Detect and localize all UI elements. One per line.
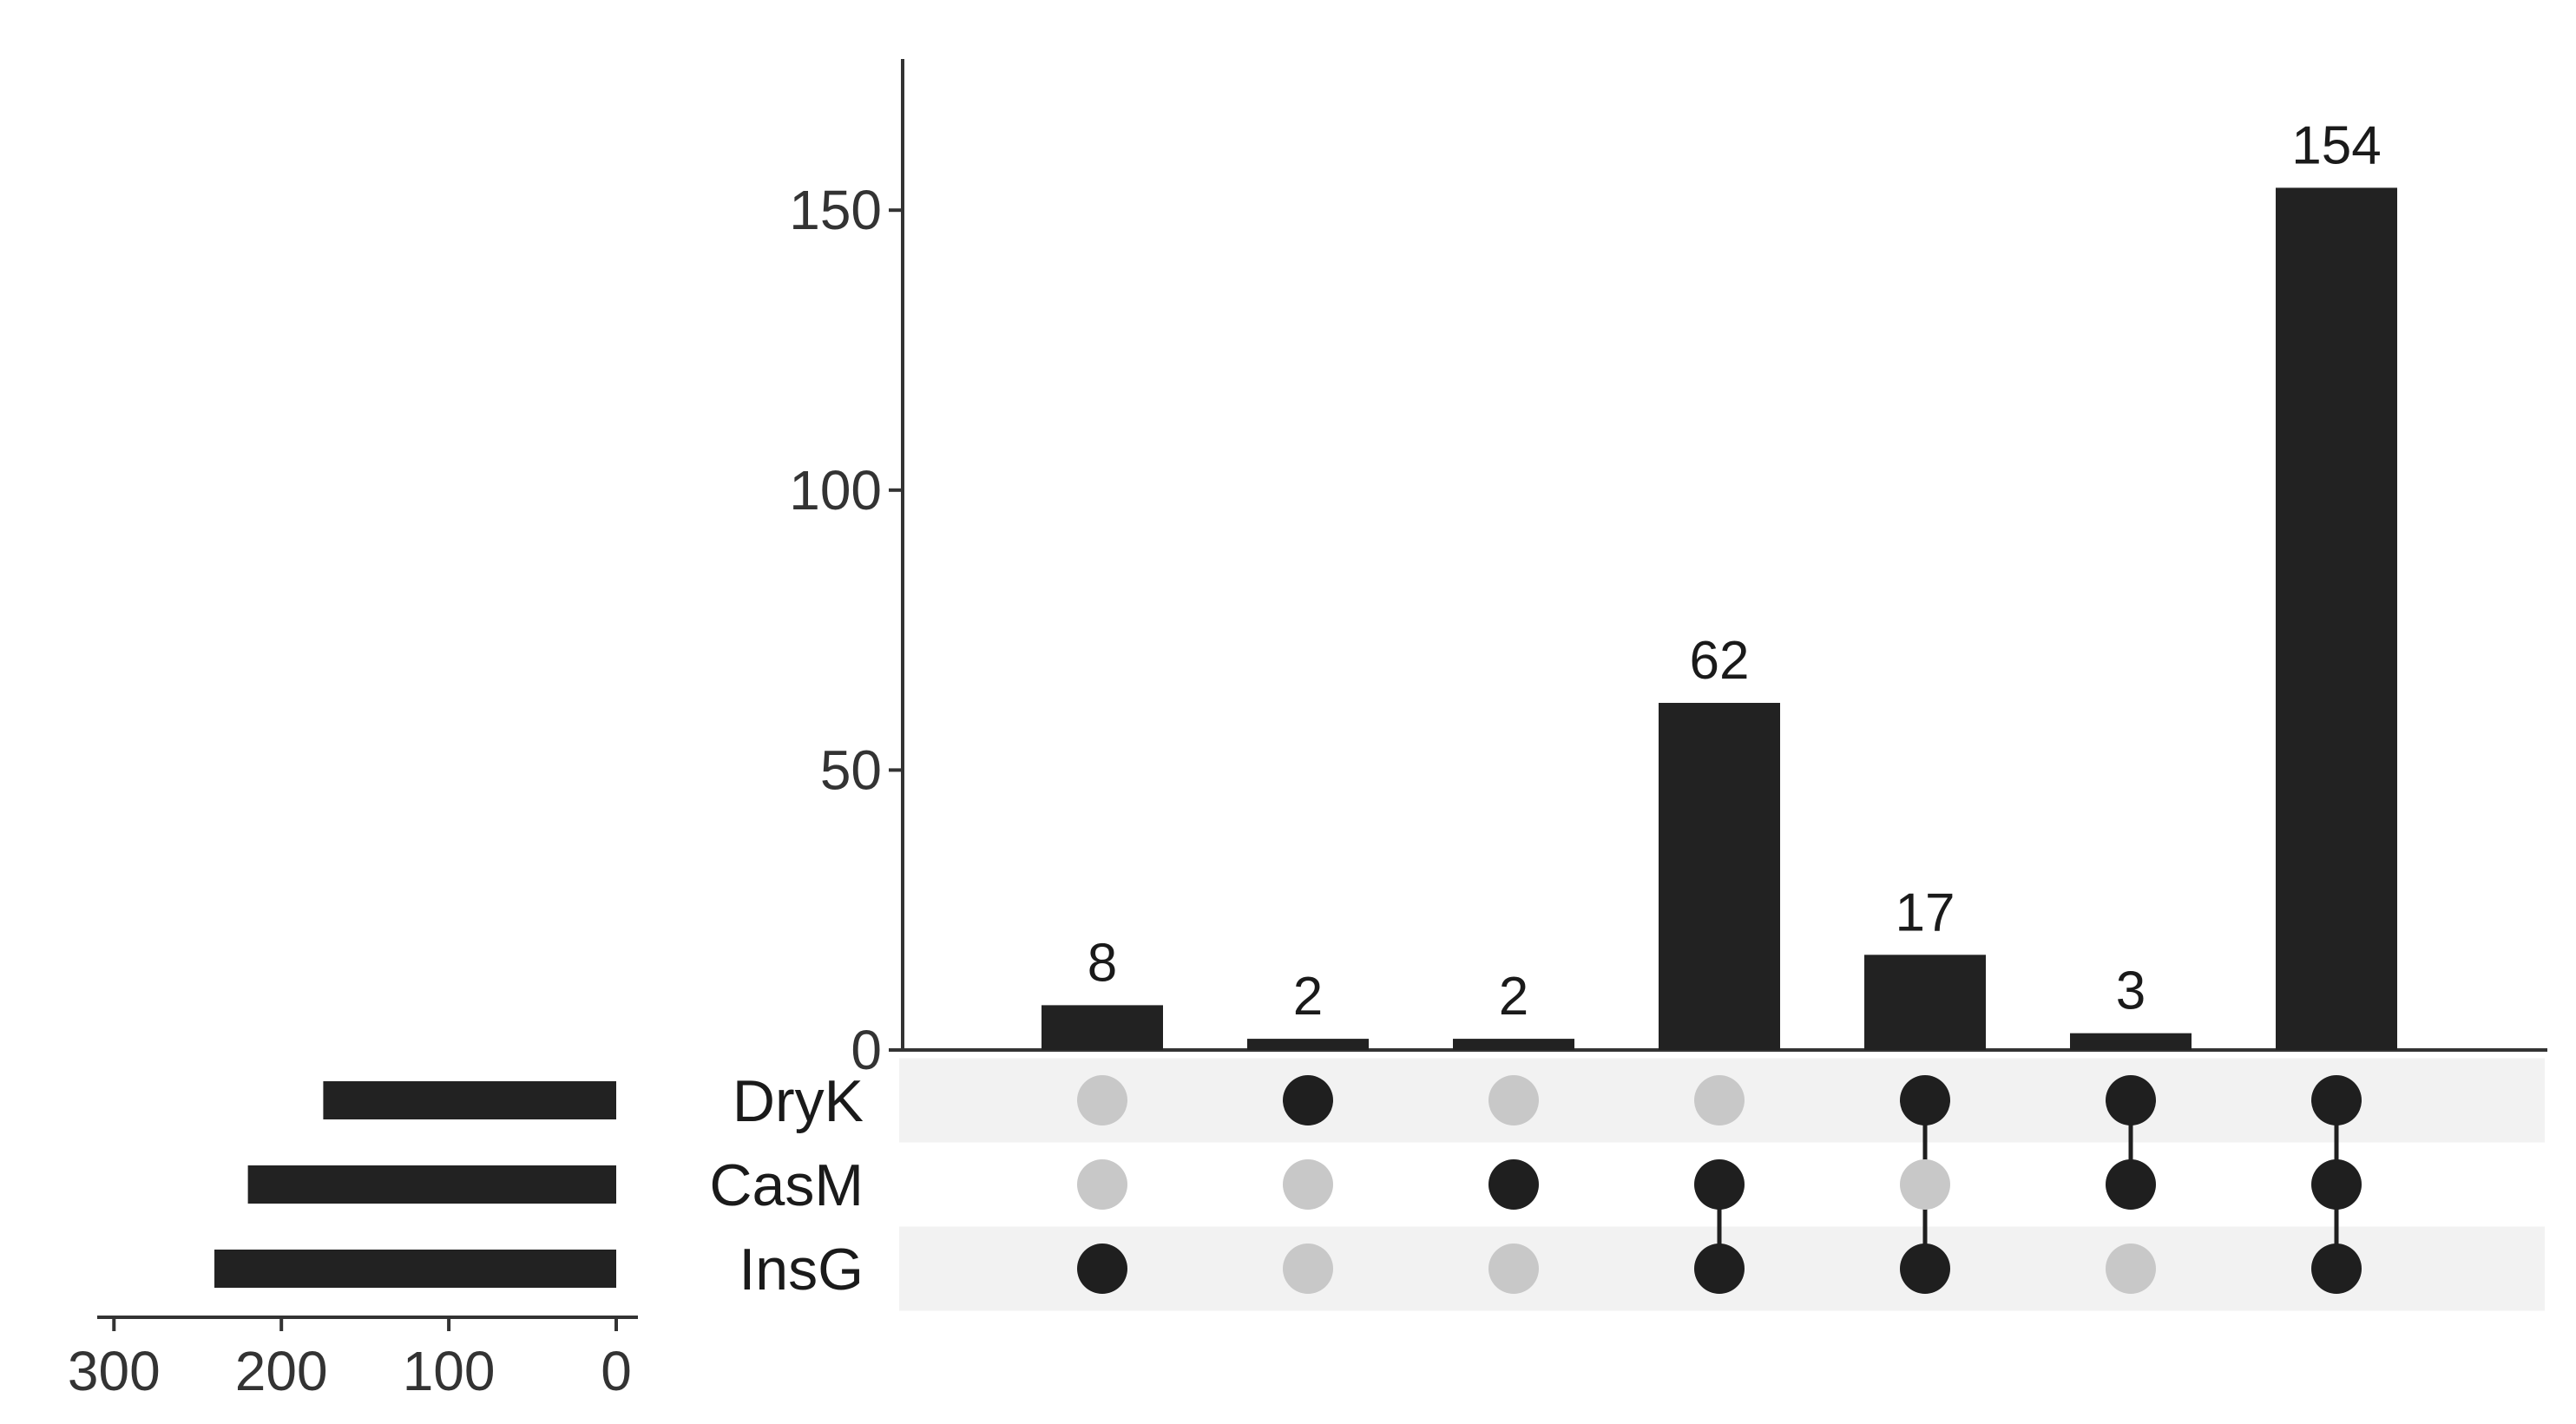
matrix-dot-active	[2106, 1075, 2156, 1125]
intersection-bar	[1042, 1005, 1163, 1050]
set-size-bar-casm	[247, 1165, 616, 1204]
matrix-dot-active	[1694, 1159, 1745, 1210]
set-label-casm: CasM	[709, 1152, 864, 1218]
intersection-bar	[2070, 1033, 2192, 1050]
intersection-size-axis: 0 50 100 150	[789, 59, 2547, 1081]
matrix-dot-inactive	[1283, 1244, 1333, 1294]
set-axis-tick-label: 0	[601, 1340, 632, 1402]
set-size-bar-insg	[214, 1250, 616, 1288]
set-size-axis: 300 200 100 0	[68, 1316, 638, 1402]
set-size-bars	[214, 1081, 616, 1288]
y-tick-label: 50	[820, 738, 882, 801]
y-tick-label: 0	[851, 1019, 882, 1081]
set-label-dryk: DryK	[733, 1068, 864, 1134]
matrix-dot-inactive	[1077, 1075, 1127, 1125]
matrix-dot-inactive	[1488, 1075, 1539, 1125]
matrix-dot-active	[2106, 1159, 2156, 1210]
matrix-dot-inactive	[1488, 1244, 1539, 1294]
matrix-dot-active	[1488, 1159, 1539, 1210]
matrix-dot-inactive	[2106, 1244, 2156, 1294]
matrix-dot-inactive	[1694, 1075, 1745, 1125]
intersection-bars: 8 2 2 62 17 3 154	[1042, 115, 2397, 1050]
set-size-bar-dryk	[323, 1081, 616, 1119]
set-axis-tick-label: 100	[403, 1340, 496, 1402]
intersection-bar	[1659, 702, 1780, 1050]
bar-value-label: 3	[2116, 961, 2146, 1021]
matrix-dot-inactive	[1077, 1159, 1127, 1210]
matrix-dot-inactive	[1283, 1159, 1333, 1210]
matrix-dot-active	[1283, 1075, 1333, 1125]
matrix-dot-active	[2311, 1244, 2362, 1294]
set-axis-tick-label: 300	[68, 1340, 161, 1402]
intersection-bar	[1247, 1039, 1369, 1050]
intersection-bar	[2276, 187, 2397, 1050]
intersection-bar	[1864, 955, 1986, 1050]
bar-value-label: 154	[2291, 115, 2381, 175]
intersection-matrix	[1077, 1075, 2362, 1294]
matrix-dot-active	[1077, 1244, 1127, 1294]
intersection-bar	[1453, 1039, 1574, 1050]
y-tick-label: 100	[789, 459, 882, 522]
y-tick-label: 150	[789, 179, 882, 241]
bar-value-label: 2	[1293, 967, 1323, 1027]
matrix-dot-inactive	[1900, 1159, 1950, 1210]
set-axis-tick-label: 200	[235, 1340, 328, 1402]
set-label-insg: InsG	[739, 1237, 864, 1303]
matrix-dot-active	[2311, 1159, 2362, 1210]
matrix-dot-active	[1900, 1075, 1950, 1125]
matrix-dot-active	[1900, 1244, 1950, 1294]
matrix-dot-active	[2311, 1075, 2362, 1125]
bar-value-label: 17	[1896, 883, 1955, 942]
bar-value-label: 2	[1499, 967, 1528, 1027]
matrix-dot-active	[1694, 1244, 1745, 1294]
bar-value-label: 8	[1088, 933, 1117, 993]
bar-value-label: 62	[1690, 631, 1750, 691]
set-labels: DryK CasM InsG	[709, 1068, 864, 1303]
